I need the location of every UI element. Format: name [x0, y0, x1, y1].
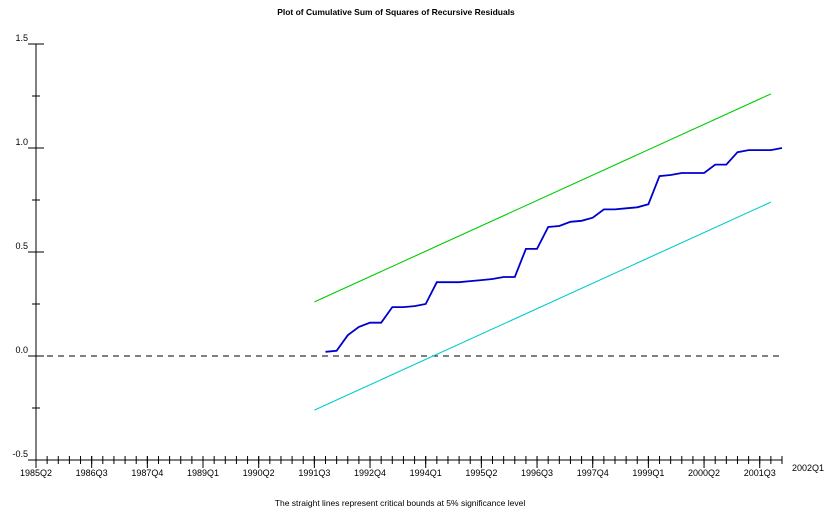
x-tick-label: 1990Q2 [243, 468, 275, 478]
y-axis-ticks: -0.5 0.0 0.5 1.0 1.5 [12, 33, 44, 461]
upper-bound-line [314, 93, 772, 303]
x-tick-label: 1987Q4 [131, 468, 163, 478]
y-tick-label: 1.0 [15, 137, 28, 147]
x-tick-label: 1985Q2 [20, 468, 52, 478]
x-tick-label: 1989Q1 [187, 468, 219, 478]
x-tick-label: 2000Q2 [688, 468, 720, 478]
y-tick-label: 0.5 [15, 241, 28, 251]
lower-bound-line [314, 201, 772, 411]
x-tick-label: 1995Q2 [465, 468, 497, 478]
y-tick-label: 0.0 [15, 345, 28, 355]
x-axis-ticks: 1985Q2 1986Q3 1987Q4 1989Q1 1990Q2 1991Q3 1992… [20, 456, 824, 478]
x-tick-label: 1991Q3 [298, 468, 330, 478]
x-tick-label: 1997Q4 [577, 468, 609, 478]
y-tick-label: 1.5 [15, 33, 28, 43]
x-tick-label: 1999Q1 [632, 468, 664, 478]
footnote: The straight lines represent critical bo… [275, 498, 526, 508]
chart-title: Plot of Cumulative Sum of Squares of Rec… [277, 7, 515, 17]
series-layer [36, 93, 783, 411]
y-tick-label: -0.5 [12, 449, 28, 459]
x-tick-label: 2002Q1 [792, 463, 824, 473]
x-tick-label: 2001Q3 [744, 468, 776, 478]
x-tick-label: 1996Q3 [521, 468, 553, 478]
x-tick-label: 1992Q4 [354, 468, 386, 478]
cusumsq-line [325, 147, 783, 353]
x-tick-label: 1994Q1 [410, 468, 442, 478]
x-tick-label: 1986Q3 [76, 468, 108, 478]
